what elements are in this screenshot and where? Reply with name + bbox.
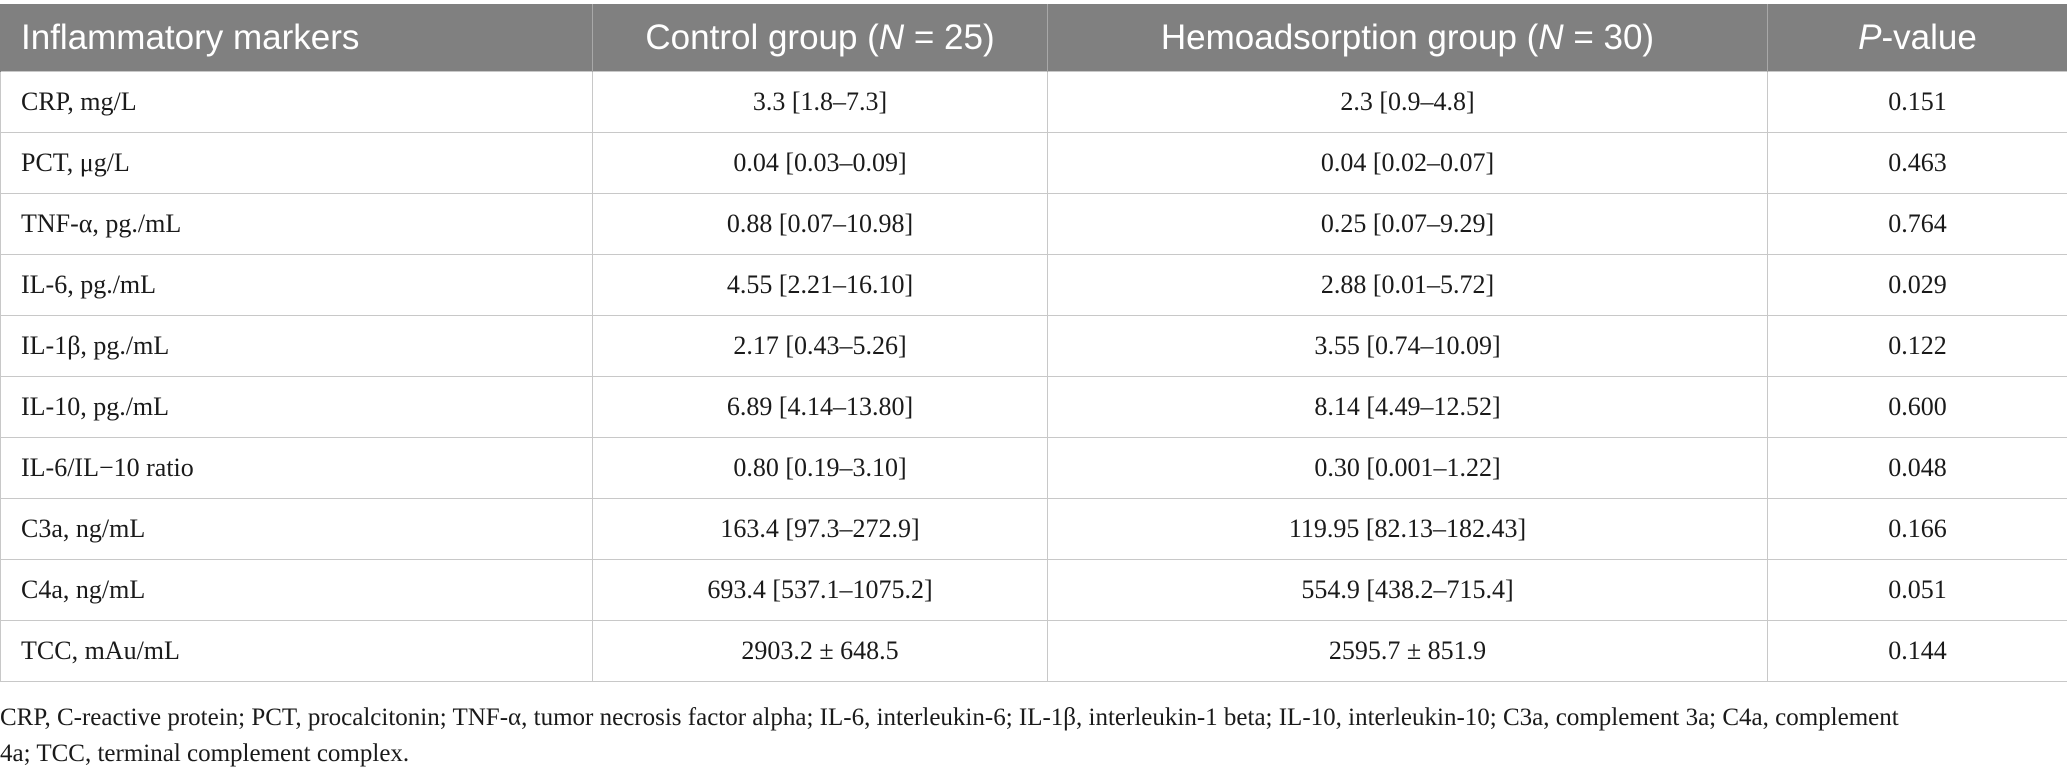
cell-hemoadsorption: 554.9 [438.2–715.4] [1047,559,1768,621]
cell-control: 2.17 [0.43–5.26] [592,315,1048,377]
cell-marker: IL-1β, pg./mL [0,315,593,377]
header-hemo-suffix: = 30) [1563,17,1655,57]
cell-p-value: 0.600 [1767,376,2067,438]
table-row: C4a, ng/mL 693.4 [537.1–1075.2] 554.9 [4… [0,559,2067,621]
cell-p-value: 0.029 [1767,254,2067,316]
cell-p-value: 0.764 [1767,193,2067,255]
cell-p-value: 0.048 [1767,437,2067,499]
cell-control: 0.04 [0.03–0.09] [592,132,1048,194]
header-hemoadsorption-group: Hemoadsorption group (N = 30) [1047,4,1768,72]
cell-marker: C3a, ng/mL [0,498,593,560]
table-row: CRP, mg/L 3.3 [1.8–7.3] 2.3 [0.9–4.8] 0.… [0,71,2067,133]
table-body: CRP, mg/L 3.3 [1.8–7.3] 2.3 [0.9–4.8] 0.… [0,71,2067,682]
table-container: Inflammatory markers Control group (N = … [0,4,2067,682]
cell-control: 0.88 [0.07–10.98] [592,193,1048,255]
cell-control: 2903.2 ± 648.5 [592,620,1048,682]
footnote-line-1: CRP, C-reactive protein; PCT, procalcito… [0,704,1899,731]
table-row: IL-6, pg./mL 4.55 [2.21–16.10] 2.88 [0.0… [0,254,2067,316]
table-row: IL-10, pg./mL 6.89 [4.14–13.80] 8.14 [4.… [0,376,2067,438]
cell-hemoadsorption: 2595.7 ± 851.9 [1047,620,1768,682]
cell-hemoadsorption: 0.30 [0.001–1.22] [1047,437,1768,499]
footnote-line-2: 4a; TCC, terminal complement complex. [0,740,410,767]
header-p-italic: P [1858,17,1882,57]
table-row: IL-6/IL−10 ratio 0.80 [0.19–3.10] 0.30 [… [0,437,2067,499]
header-hemo-n: N [1538,17,1564,57]
cell-hemoadsorption: 8.14 [4.49–12.52] [1047,376,1768,438]
cell-control: 3.3 [1.8–7.3] [592,71,1048,133]
cell-control: 6.89 [4.14–13.80] [592,376,1048,438]
table-row: PCT, μg/L 0.04 [0.03–0.09] 0.04 [0.02–0.… [0,132,2067,194]
cell-marker: C4a, ng/mL [0,559,593,621]
cell-marker: IL-10, pg./mL [0,376,593,438]
cell-marker: IL-6, pg./mL [0,254,593,316]
table-row: IL-1β, pg./mL 2.17 [0.43–5.26] 3.55 [0.7… [0,315,2067,377]
table-row: TCC, mAu/mL 2903.2 ± 648.5 2595.7 ± 851.… [0,620,2067,682]
cell-p-value: 0.151 [1767,71,2067,133]
cell-control: 4.55 [2.21–16.10] [592,254,1048,316]
cell-marker: TCC, mAu/mL [0,620,593,682]
header-control-suffix: = 25) [904,17,995,57]
cell-hemoadsorption: 119.95 [82.13–182.43] [1047,498,1768,560]
cell-marker: IL-6/IL−10 ratio [0,437,593,499]
header-control-n: N [878,17,905,57]
cell-p-value: 0.463 [1767,132,2067,194]
header-control-group: Control group (N = 25) [592,4,1048,72]
cell-marker: CRP, mg/L [0,71,593,133]
cell-p-value: 0.051 [1767,559,2067,621]
header-p-value: P-value [1767,4,2067,72]
cell-control: 0.80 [0.19–3.10] [592,437,1048,499]
table-header: Inflammatory markers Control group (N = … [0,4,2067,72]
table-row: TNF-α, pg./mL 0.88 [0.07–10.98] 0.25 [0.… [0,193,2067,255]
cell-hemoadsorption: 2.3 [0.9–4.8] [1047,71,1768,133]
header-control-prefix: Control group ( [645,17,879,57]
cell-marker: TNF-α, pg./mL [0,193,593,255]
cell-hemoadsorption: 0.25 [0.07–9.29] [1047,193,1768,255]
cell-p-value: 0.144 [1767,620,2067,682]
cell-control: 163.4 [97.3–272.9] [592,498,1048,560]
cell-marker: PCT, μg/L [0,132,593,194]
header-row: Inflammatory markers Control group (N = … [0,4,2067,72]
inflammatory-markers-table: Inflammatory markers Control group (N = … [0,4,2067,682]
cell-hemoadsorption: 3.55 [0.74–10.09] [1047,315,1768,377]
header-hemo-prefix: Hemoadsorption group ( [1160,17,1539,57]
cell-hemoadsorption: 0.04 [0.02–0.07] [1047,132,1768,194]
header-p-suffix: -value [1881,17,1977,57]
header-inflammatory-markers: Inflammatory markers [0,4,593,72]
cell-p-value: 0.166 [1767,498,2067,560]
table-row: C3a, ng/mL 163.4 [97.3–272.9] 119.95 [82… [0,498,2067,560]
cell-hemoadsorption: 2.88 [0.01–5.72] [1047,254,1768,316]
cell-control: 693.4 [537.1–1075.2] [592,559,1048,621]
cell-p-value: 0.122 [1767,315,2067,377]
table-footnote: CRP, C-reactive protein; PCT, procalcito… [0,700,2040,772]
